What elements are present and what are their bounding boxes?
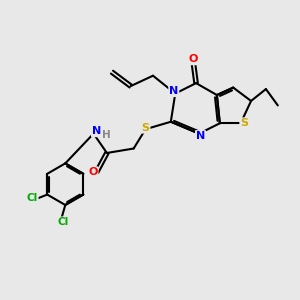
Text: O: O xyxy=(88,167,98,177)
Text: S: S xyxy=(240,118,248,128)
Text: Cl: Cl xyxy=(27,193,38,202)
Text: H: H xyxy=(102,130,110,140)
Text: O: O xyxy=(188,54,198,64)
Text: N: N xyxy=(169,86,178,96)
Text: N: N xyxy=(92,126,101,136)
Text: S: S xyxy=(142,123,149,133)
Text: Cl: Cl xyxy=(58,217,69,227)
Text: N: N xyxy=(196,131,205,141)
